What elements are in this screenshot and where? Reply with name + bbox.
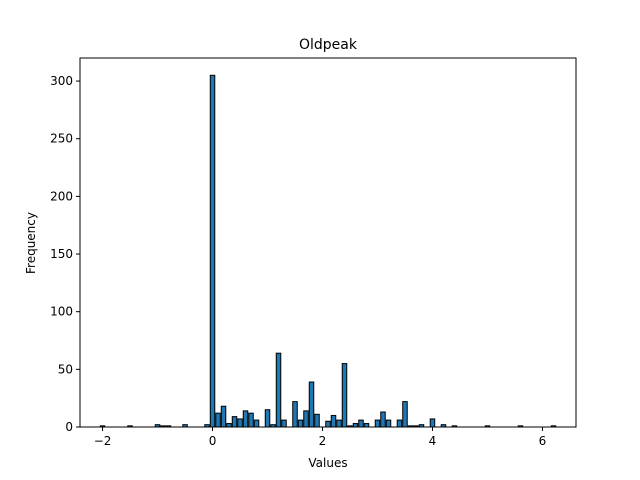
y-tick-label: 150 [50,247,73,261]
y-tick-label: 250 [50,132,73,146]
y-axis: 0 50 100 150 200 250 300 [50,74,80,434]
histogram-bar [209,74,216,428]
histogram-bar [396,419,403,428]
y-tick-label: 50 [58,362,73,376]
histogram-bar [308,381,315,428]
histogram-bar [352,423,359,428]
x-tick-label: 0 [209,434,217,448]
histogram-bar [341,363,348,428]
x-tick-label: −2 [94,434,112,448]
x-tick-label: 6 [539,434,547,448]
histogram-bar [220,405,227,428]
x-tick-label: 4 [429,434,437,448]
histogram-bar [242,410,249,428]
histogram-bar [358,419,364,428]
chart-title: Oldpeak [299,37,358,53]
y-axis-label: Frequency [24,212,38,274]
histogram-bar [314,413,320,428]
histogram-bar [231,416,238,428]
plot-frame [79,57,577,428]
histogram-bar [336,419,342,428]
histogram-bar [264,409,271,428]
histogram-bar [303,410,309,428]
x-tick-label: 2 [319,434,327,448]
histogram-bar [429,418,436,428]
histogram-bar [275,352,282,428]
histogram-bar [292,401,298,428]
histogram-bar [363,423,370,428]
histogram-bar [385,419,392,428]
histogram-bar [226,423,232,428]
histogram-bar [248,412,254,428]
y-tick-label: 200 [50,189,73,203]
histogram-bar [237,418,243,428]
histogram-bar [325,420,331,428]
histogram-bar [402,401,408,428]
y-tick-label: 0 [65,420,73,434]
histogram-bar [374,419,381,428]
histogram-bar [297,419,304,428]
bars-group [99,74,557,428]
histogram-bar [253,419,260,428]
y-tick-label: 300 [50,74,73,88]
histogram-bar [215,412,221,428]
histogram-bar [330,414,337,428]
histogram-bar [281,419,287,428]
histogram-bar [380,411,386,428]
x-axis-label: Values [308,456,347,470]
y-tick-label: 100 [50,305,73,319]
x-axis: −2 0 2 4 6 [94,427,547,448]
